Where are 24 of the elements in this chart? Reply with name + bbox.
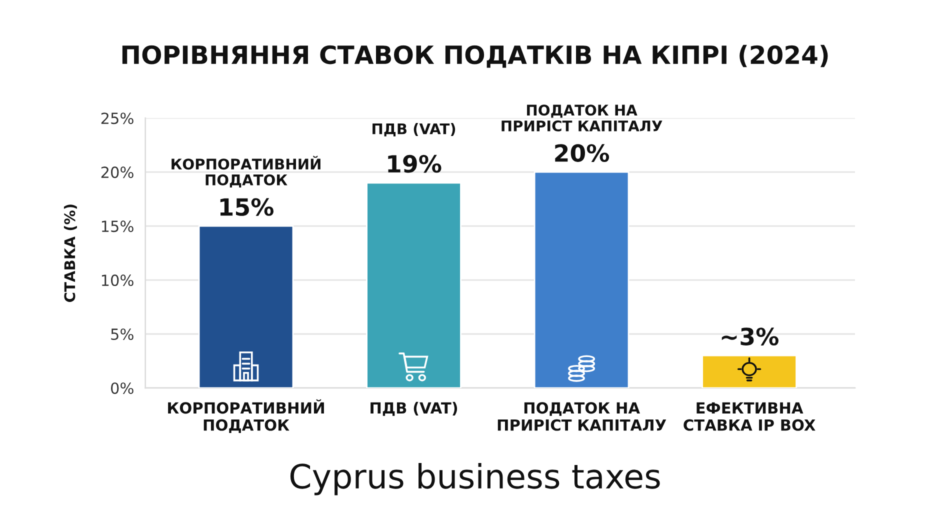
x-tick-label: ПОДАТОК НА ПРИРІСТ КАПІТАЛУ bbox=[498, 402, 666, 431]
y-axis-title: СТАВКА (%) bbox=[64, 204, 77, 302]
bar bbox=[534, 171, 630, 388]
chart-title: ПОРІВНЯННЯ СТАВОК ПОДАТКІВ НА КІПРІ (2024) bbox=[122, 44, 828, 68]
data-label: 15% bbox=[220, 198, 274, 216]
bar bbox=[198, 225, 294, 388]
annotation: ПДВ (VAT) bbox=[372, 123, 456, 136]
data-label: 19% bbox=[388, 154, 442, 173]
y-tick-label: 15% bbox=[102, 220, 134, 232]
y-tick-label: 25% bbox=[101, 112, 134, 124]
x-tick-label: ЕФЕКТИВНА СТАВКА IP BOX bbox=[684, 402, 816, 431]
bar bbox=[702, 354, 797, 388]
y-tick-label: 10% bbox=[102, 274, 134, 286]
x-tick-label: КОРПОРАТИВНИЙ ПОДАТОК bbox=[168, 399, 324, 433]
data-label: ~3% bbox=[722, 328, 778, 346]
text: Cyprus business taxes bbox=[290, 463, 660, 496]
bar bbox=[366, 182, 462, 388]
y-tick-label: 20% bbox=[101, 166, 134, 178]
annotation: КОРПОРАТИВНИЙ ПОДАТОК bbox=[172, 156, 320, 188]
data-label: 20% bbox=[555, 144, 610, 162]
x-tick-label: ПДВ (VAT) bbox=[370, 402, 458, 416]
y-tick-label: 5% bbox=[111, 328, 134, 340]
y-tick-label: 0% bbox=[111, 382, 134, 394]
annotation: ПОДАТОК НА ПРИРІСТ КАПІТАЛУ bbox=[502, 104, 662, 132]
